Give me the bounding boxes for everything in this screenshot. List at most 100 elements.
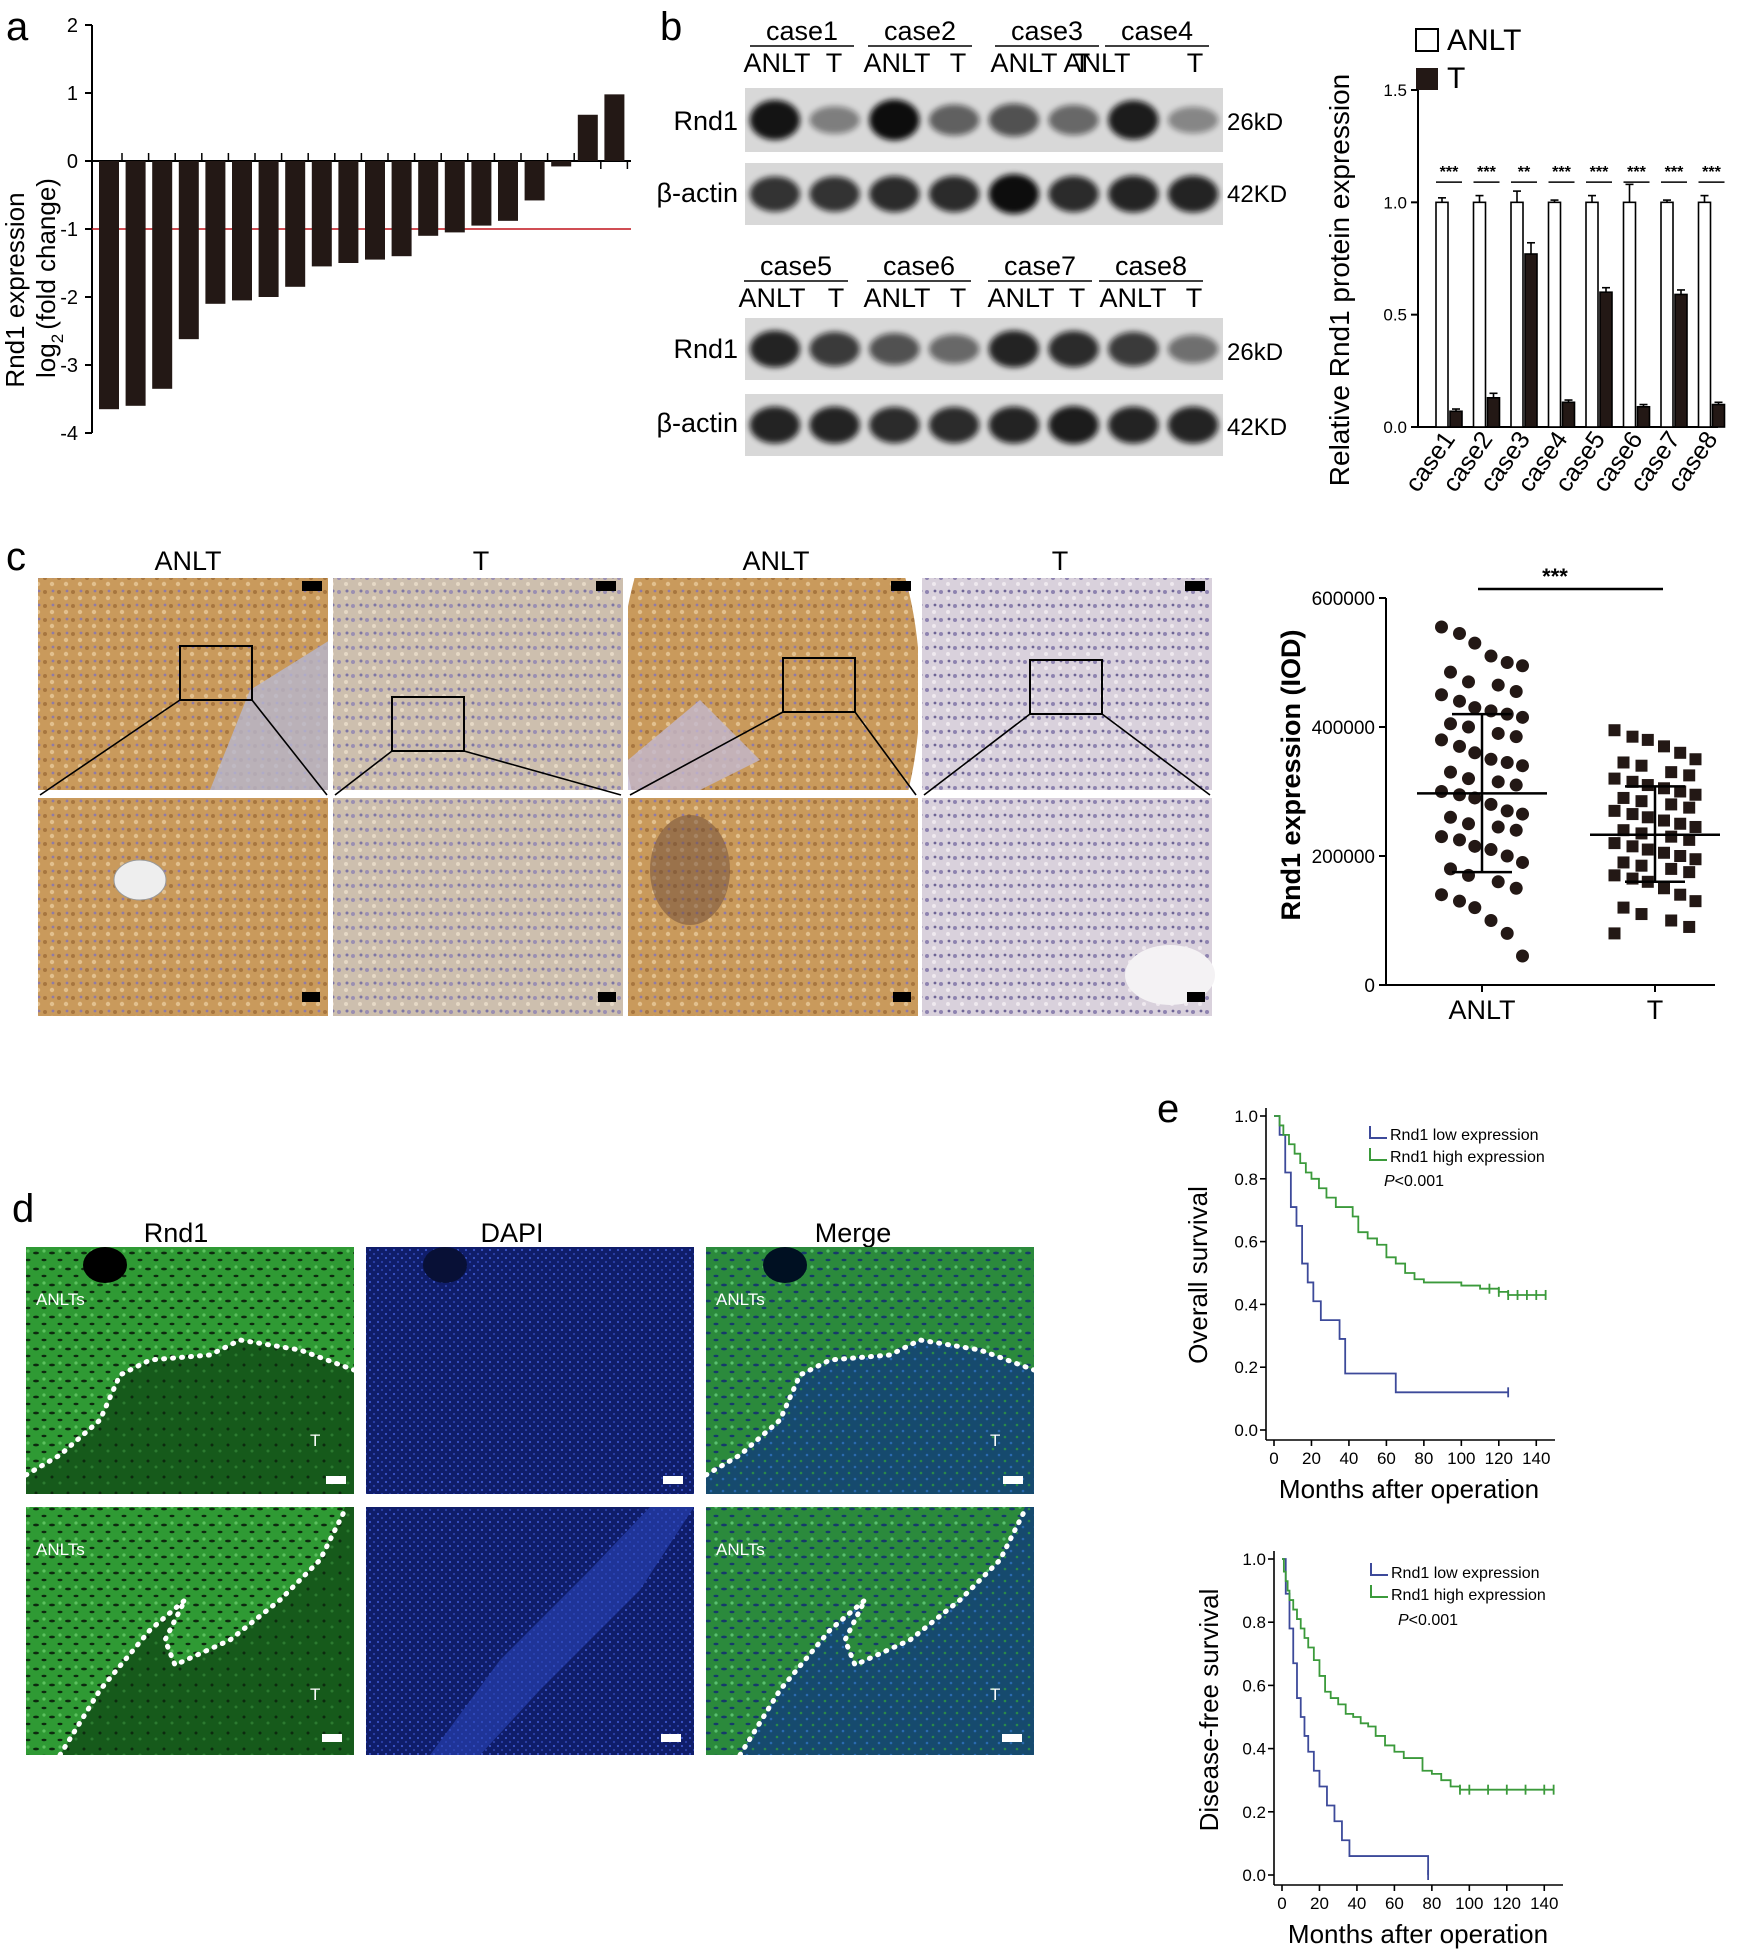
km-x-tick-label: 60 <box>1385 1894 1404 1913</box>
bc-sig-stars: *** <box>1477 164 1496 181</box>
if-rnd1-row1 <box>23 1247 357 1494</box>
blot-row1-rnd1-band <box>1048 104 1099 136</box>
cc-x-tick-label: T <box>1647 995 1664 1025</box>
if-merge-row1 <box>703 1247 1037 1494</box>
a-bar <box>391 161 412 257</box>
panel-c-chart-points <box>1417 620 1720 963</box>
bc-y-tick-label: 1.5 <box>1383 81 1407 100</box>
blot-lane-label-anlt: ANLT <box>863 283 930 313</box>
km-x-tick-label: 0 <box>1269 1449 1278 1468</box>
km-curve-high <box>1274 1115 1546 1296</box>
cc-point-t <box>1617 791 1630 804</box>
cc-point-anlt <box>1516 710 1529 724</box>
cc-y-tick-label: 200000 <box>1312 847 1375 868</box>
cc-y-tick-label: 400000 <box>1312 718 1375 739</box>
ihc-core-anlt-1 <box>38 578 328 790</box>
blot-row1-rnd1-band <box>929 104 980 136</box>
cc-point-t <box>1689 788 1702 801</box>
blot-lane-label-t: T <box>1186 283 1203 313</box>
os-legend-line-high <box>1369 1148 1387 1161</box>
blot-kd-actin-2: 42KD <box>1227 414 1287 441</box>
bc-y-tick-label: 0.0 <box>1383 418 1407 437</box>
blot-case-label: case7 <box>1004 251 1076 281</box>
cc-point-anlt <box>1484 752 1498 766</box>
cc-point-anlt <box>1484 797 1498 811</box>
cc-point-anlt <box>1491 678 1505 692</box>
panel-c-chart-axis: 0 200000 400000 600000 ANLT T *** <box>1312 564 1715 1025</box>
dfs-legend-line-high <box>1370 1585 1388 1598</box>
cc-point-anlt <box>1462 675 1475 689</box>
os-legend-line-low <box>1369 1126 1387 1139</box>
cc-point-anlt <box>1444 765 1457 779</box>
cc-point-anlt <box>1509 685 1523 699</box>
blot-row2-rnd1-band <box>988 330 1039 368</box>
blot-lane-label-t: T <box>950 48 967 78</box>
a-bar <box>205 161 226 304</box>
cc-point-anlt <box>1468 791 1482 805</box>
blot-row1-rnd1-band <box>1108 100 1159 140</box>
km-y-tick-label: 1.0 <box>1242 1550 1266 1569</box>
cc-point-t <box>1665 862 1678 875</box>
cc-point-anlt <box>1468 901 1482 915</box>
blot-row2-actin-band <box>1108 406 1159 444</box>
km-x-tick-label: 80 <box>1414 1449 1433 1468</box>
cc-point-anlt <box>1453 739 1466 753</box>
bc-bar-t <box>1636 405 1651 428</box>
a-y-tick-label: -2 <box>60 287 78 309</box>
panel-e-overall-survival: Overall survival Months after operation … <box>1183 1107 1555 1504</box>
cc-point-t <box>1674 746 1687 759</box>
panel-letter-e: e <box>1157 1087 1179 1131</box>
a-bar <box>604 94 625 161</box>
blot-row2-rnd1-band <box>1048 330 1099 368</box>
cc-point-anlt <box>1509 823 1523 837</box>
os-legend-high: Rnd1 high expression <box>1390 1149 1545 1166</box>
km-y-tick-label: 1.0 <box>1234 1107 1258 1126</box>
cc-point-t <box>1626 775 1639 788</box>
a-bar <box>444 161 465 233</box>
ihc-core-t-2 <box>922 578 1212 790</box>
blot-row2-actin-band <box>1048 406 1099 444</box>
a-bar <box>551 161 572 167</box>
km-x-tick-label: 20 <box>1310 1894 1329 1913</box>
cc-point-anlt <box>1491 875 1505 889</box>
cc-point-anlt <box>1468 839 1482 853</box>
cc-point-t <box>1617 824 1630 837</box>
cc-point-anlt <box>1444 717 1457 731</box>
km-x-tick-label: 100 <box>1455 1894 1483 1913</box>
if-t-label-1: T <box>310 1431 320 1450</box>
blot-row1-actin-band <box>1108 175 1159 213</box>
bc-bar-t <box>1599 291 1613 428</box>
a-bar <box>99 161 119 410</box>
cc-point-anlt <box>1500 926 1514 940</box>
km-x-tick-label: 140 <box>1530 1894 1558 1913</box>
legend-swatch-anlt <box>1415 28 1439 52</box>
ihc-zoom-anlt-2 <box>628 798 918 1016</box>
panel-c-ihc-images: ANLT T ANLT T <box>38 546 1215 1016</box>
panel-d-title-merge: Merge <box>815 1218 892 1248</box>
os-pvalue: P<0.001 <box>1384 1173 1444 1190</box>
bc-sig-stars: *** <box>1702 164 1721 181</box>
bc-sig-stars: ** <box>1518 164 1531 181</box>
cc-point-anlt <box>1468 701 1482 715</box>
a-y-tick-label: -1 <box>60 219 78 241</box>
panel-letter-d: d <box>12 1187 34 1231</box>
blot-row1-actin-band <box>988 174 1039 214</box>
if-t-label-4: T <box>990 1685 1000 1704</box>
cc-point-anlt <box>1435 688 1448 702</box>
km-x-tick-label: 120 <box>1493 1894 1521 1913</box>
panel-letter-c: c <box>6 535 26 579</box>
a-bar <box>471 161 492 226</box>
blot-kd-rnd1-2: 26kD <box>1227 339 1283 366</box>
km-y-tick-label: 0.6 <box>1234 1233 1258 1252</box>
km-x-tick-label: 40 <box>1347 1894 1366 1913</box>
dfs-legend-high: Rnd1 high expression <box>1391 1587 1546 1604</box>
bc-bar-anlt <box>1472 201 1487 428</box>
cc-point-anlt <box>1444 810 1457 824</box>
cc-point-t <box>1658 846 1670 859</box>
blot-label-actin-2: β-actin <box>656 408 738 438</box>
cc-point-anlt <box>1484 704 1498 718</box>
cc-point-anlt <box>1484 649 1498 663</box>
a-bar <box>178 161 199 340</box>
cc-point-t <box>1635 827 1648 840</box>
